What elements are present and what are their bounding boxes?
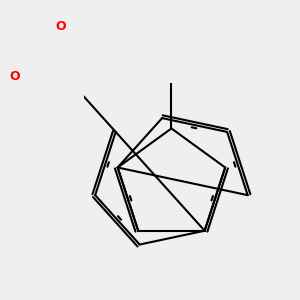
Text: O: O (56, 20, 66, 33)
Text: O: O (9, 70, 20, 83)
